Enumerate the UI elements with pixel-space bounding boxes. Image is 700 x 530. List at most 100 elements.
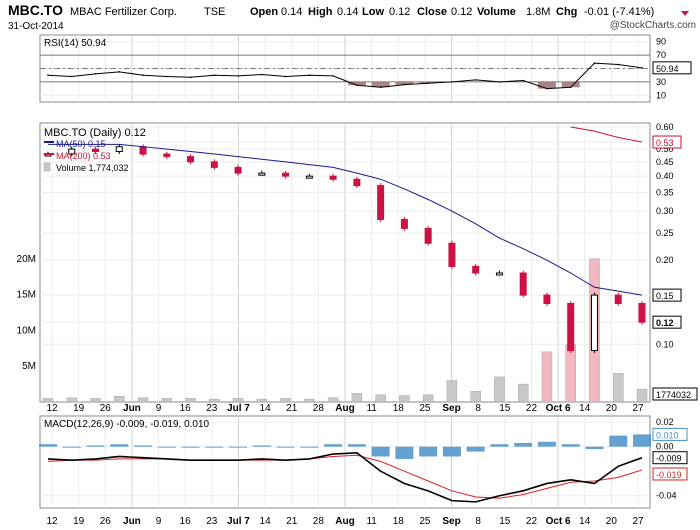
x-tick-label: 28	[313, 403, 325, 414]
x-tick-label: 18	[393, 403, 405, 414]
x-tick-label: 14	[260, 516, 272, 527]
candle-body	[638, 302, 646, 323]
rsi-point	[474, 79, 477, 81]
x-tick-label: Sep	[442, 516, 460, 527]
x-tick-label: 8	[475, 516, 481, 527]
rsi-point	[213, 74, 216, 76]
watermark: @StockCharts.com	[610, 20, 696, 31]
candle-body	[519, 272, 527, 296]
macd-hist-value-tag	[652, 427, 688, 441]
macd-histogram-bar	[371, 446, 390, 457]
x-tick-label: 12	[46, 516, 58, 527]
ma200-value-tag	[652, 135, 682, 149]
x-tick-label: 16	[180, 403, 192, 414]
volume-bar	[66, 397, 77, 403]
macd-histogram-bar	[205, 446, 224, 448]
volume-y-tick: 5M	[22, 361, 36, 372]
rsi-point	[261, 73, 263, 76]
rsi-value-tag-text: 50.94	[656, 64, 679, 74]
price-y-tick: 0.50	[656, 144, 674, 154]
macd-signal-value-tag	[652, 467, 688, 481]
price-y-tick: 0.35	[656, 187, 674, 197]
x-tick-label: 21	[286, 516, 298, 527]
candle-body	[590, 294, 598, 352]
ma50-legend-swatch	[44, 141, 54, 143]
candle-body	[234, 166, 242, 174]
macd-histogram-bar	[442, 446, 461, 457]
x-tick-label: 22	[526, 516, 538, 527]
price-y-tick: 0.60	[656, 122, 674, 132]
macd-histogram-bar	[181, 446, 200, 448]
volume-bar	[280, 398, 291, 403]
volume-y-tick: 10M	[17, 325, 36, 336]
x-tick-label: 9	[156, 403, 162, 414]
x-tick-label: Aug	[335, 403, 354, 414]
x-tick-label: 14	[260, 403, 272, 414]
macd-histogram-bar	[229, 446, 248, 448]
macd-histogram-bar	[490, 444, 509, 447]
x-tick-label: 16	[180, 516, 192, 527]
volume-bar	[470, 391, 481, 403]
x-tick-label: Aug	[335, 516, 354, 527]
rsi-point	[142, 74, 144, 76]
x-tick-label: 27	[632, 516, 644, 527]
rsi-point	[569, 86, 572, 89]
quote-date: 31-Oct-2014	[8, 21, 64, 32]
company-name: MBAC Fertilizer Corp.	[70, 6, 177, 18]
candle-body	[400, 218, 408, 229]
open-value: 0.14	[281, 6, 302, 18]
x-tick-label: 11	[366, 516, 377, 527]
x-tick-label: 28	[313, 516, 325, 527]
volume-legend-swatch	[43, 162, 51, 172]
candle-body	[353, 178, 361, 187]
macd-histogram-bar	[561, 444, 580, 447]
rsi-y-tick: 30	[656, 77, 666, 87]
volume-bar	[541, 351, 553, 403]
volume-bar	[161, 398, 173, 403]
ma50-value-tag	[652, 288, 682, 302]
rsi-point	[118, 71, 121, 73]
rsi-point	[237, 75, 239, 77]
macd-histogram-bar	[39, 444, 57, 447]
x-tick-label: Jul 7	[227, 516, 250, 527]
volume-bar	[351, 393, 363, 403]
x-tick-label: Jun	[123, 403, 141, 414]
x-tick-label: 14	[579, 403, 591, 414]
volume-bar	[446, 380, 458, 403]
candle-body	[424, 227, 432, 244]
rsi-point	[70, 75, 73, 78]
close-value: 0.12	[451, 6, 472, 18]
open-label: Open	[250, 6, 278, 18]
macd-title: MACD(12,26,9) -0.009, -0.019, 0.010	[44, 419, 210, 430]
candle-body	[614, 294, 622, 304]
ma200-legend-swatch	[44, 153, 54, 155]
macd-histogram-bar	[110, 444, 129, 447]
price-y-tick: 0.30	[656, 206, 674, 216]
macd-histogram-bar	[300, 446, 319, 448]
volume-bar	[375, 394, 386, 403]
ma50-value-tag-text: 0.15	[656, 291, 674, 301]
macd-histogram-bar	[585, 446, 604, 450]
macd-histogram-bar	[276, 446, 295, 448]
rsi-point	[546, 87, 548, 90]
volume-label: Volume	[477, 6, 516, 18]
rsi-title: RSI(14) 50.94	[44, 38, 107, 49]
price-y-tick: 0.40	[656, 171, 674, 181]
rsi-point	[593, 62, 596, 64]
volume-bar	[399, 395, 410, 403]
rsi-point	[189, 76, 192, 79]
x-tick-label: 15	[499, 403, 511, 414]
x-tick-label: 12	[46, 403, 58, 414]
volume-bar	[256, 398, 268, 403]
rsi-point	[451, 81, 453, 83]
x-tick-label: Sep	[442, 403, 460, 414]
x-tick-label: 23	[206, 516, 218, 527]
macd-hist-value-tag-text: 0.010	[656, 430, 679, 440]
close-value-tag-text: 0.12	[656, 318, 674, 328]
rsi-point	[47, 74, 49, 76]
macd-value-tag-text: -0.009	[656, 454, 682, 464]
rsi-line	[47, 62, 643, 90]
candle-body	[139, 146, 147, 155]
rsi-point	[379, 86, 382, 89]
